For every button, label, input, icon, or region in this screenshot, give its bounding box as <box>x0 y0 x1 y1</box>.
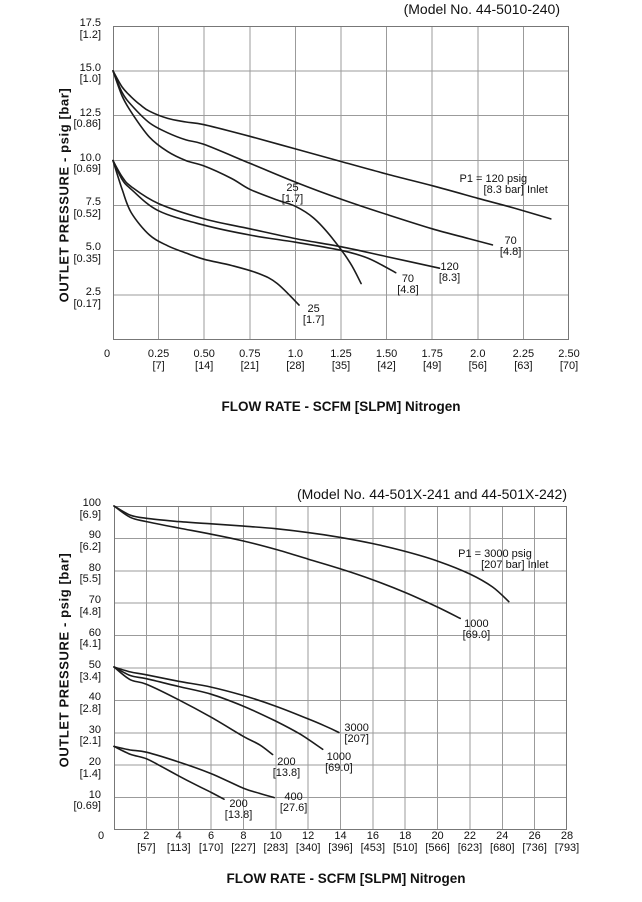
y-tick-label: 90 [6.2] <box>79 529 101 553</box>
series-curve-outlet-15psig-inlet-25psig <box>112 70 362 285</box>
series-curve-outlet-50psig-inlet-200psig <box>113 666 274 756</box>
series-curve-outlet-100psig-inlet-3000psig <box>113 505 510 603</box>
x-tick-label: 28 [793] <box>554 830 580 854</box>
x-tick-label: 16 [453] <box>360 830 386 854</box>
y-tick-label: 2.5 [0.17] <box>73 286 101 310</box>
curve-label-inlet-70-upper: 70 [4.8] <box>499 235 522 259</box>
x-tick-label: 20 [566] <box>425 830 450 854</box>
x-tick-label: 8 [227] <box>231 830 256 854</box>
x-tick-label: 2.50 [70] <box>558 348 580 372</box>
x-tick-label: 2.0 [56] <box>468 348 487 372</box>
x-axis-title: FLOW RATE - SCFM [SLPM] Nitrogen <box>226 871 466 886</box>
x-tick-label: 10 [283] <box>263 830 289 854</box>
series-curve-outlet-50psig-inlet-3000psig <box>113 666 340 734</box>
y-axis-title: OUTLET PRESSURE - psig [bar] <box>56 552 72 768</box>
y-tick-label: 80 [5.5] <box>79 561 101 586</box>
y-tick-label: 20 [1.4] <box>79 756 101 780</box>
x-tick-label: 0 <box>103 348 111 360</box>
x-tick-label: 18 [510] <box>392 830 418 854</box>
curve-label-inlet-3000-callout: P1 = 3000 psig [207 bar] Inlet <box>458 548 549 572</box>
curve-label-inlet-120-lower: 120 [8.3] <box>438 261 461 285</box>
curve-label-inlet-25-upper: 25 [1.7] <box>281 182 304 206</box>
series-curve-outlet-15psig-inlet-120psig <box>112 70 552 220</box>
plot-grid-and-curves <box>112 26 569 340</box>
chart-title: (Model No. 44-5010-240) <box>403 1 560 17</box>
x-tick-label: 4 [113] <box>166 830 191 854</box>
y-tick-label: 40 [2.8] <box>79 691 101 715</box>
chart-title: (Model No. 44-501X-241 and 44-501X-242) <box>296 486 567 502</box>
y-tick-label: 70 [4.8] <box>79 594 101 618</box>
curve-label-inlet-70-lower: 70 [4.8] <box>397 273 419 297</box>
y-tick-label: 60 [4.1] <box>79 626 101 651</box>
y-tick-label: 7.5 [0.52] <box>73 196 101 220</box>
x-tick-label: 1.0 [28] <box>286 348 305 372</box>
x-tick-label: 1.75 [49] <box>421 348 443 372</box>
plot-border <box>113 26 569 340</box>
series-curve-outlet-50psig-inlet-1000psig <box>113 666 324 751</box>
curve-label-inlet-3000-mid: 3000 [207] <box>344 722 369 746</box>
plot-grid-and-curves <box>113 505 567 830</box>
y-tick-label: 15.0 [1.0] <box>79 61 101 86</box>
y-tick-label: 50 [3.4] <box>79 659 101 683</box>
x-tick-label: 1.25 [35] <box>330 348 352 372</box>
x-tick-label: 22 [623] <box>457 830 483 854</box>
x-tick-label: 2 [57] <box>137 830 156 854</box>
series-curve-outlet-15psig-inlet-70psig <box>112 70 494 246</box>
curve-label-inlet-200-mid: 200 [13.8] <box>272 756 301 780</box>
curve-label-inlet-1000-upper: 1000 [69.0] <box>462 618 491 642</box>
x-tick-label: 26 [736] <box>522 830 547 854</box>
x-tick-label: 2.25 [63] <box>512 348 535 372</box>
y-tick-label: 30 [2.1] <box>79 723 101 748</box>
series-curve-outlet-10psig-inlet-25psig <box>112 159 300 306</box>
x-tick-label: 14 [396] <box>328 830 353 854</box>
y-tick-label: 100 [6.9] <box>79 497 101 521</box>
curve-label-inlet-120-callout: P1 = 120 psig [8.3 bar] Inlet <box>459 173 548 197</box>
curve-label-inlet-25-lower: 25 [1.7] <box>302 303 325 327</box>
y-tick-label: 17.5 [1.2] <box>79 17 101 41</box>
y-tick-label: 5.0 [0.35] <box>73 241 101 265</box>
x-tick-label: 0.50 [14] <box>193 348 215 372</box>
curve-label-inlet-1000-mid: 1000 [69.0] <box>325 750 353 774</box>
x-tick-label: 0.75 [21] <box>239 348 261 372</box>
curve-label-inlet-200-low: 200 [13.8] <box>224 797 253 821</box>
series-curve-outlet-25psig-inlet-400psig <box>113 745 275 799</box>
x-tick-label: 0.25 [7] <box>147 348 170 372</box>
series-curve-outlet-25psig-inlet-200psig <box>113 745 225 800</box>
x-tick-label: 1.50 [42] <box>375 348 398 372</box>
y-tick-label: 12.5 [0.86] <box>73 106 101 131</box>
x-tick-label: 24 [680] <box>490 830 515 854</box>
series-curve-outlet-100psig-inlet-1000psig <box>113 505 461 620</box>
y-tick-label: 10 [0.69] <box>73 788 101 813</box>
x-tick-label: 6 [170] <box>198 830 224 854</box>
x-axis-title: FLOW RATE - SCFM [SLPM] Nitrogen <box>221 399 461 414</box>
y-tick-label: 10.0 [0.69] <box>73 151 101 176</box>
series-curve-outlet-10psig-inlet-70psig <box>112 159 397 274</box>
x-tick-label: 12 [340] <box>295 830 321 854</box>
curve-label-inlet-400-low: 400 [27.6] <box>279 791 308 815</box>
series-curve-outlet-10psig-inlet-120psig <box>112 159 441 269</box>
x-tick-label: 0 <box>97 830 105 842</box>
